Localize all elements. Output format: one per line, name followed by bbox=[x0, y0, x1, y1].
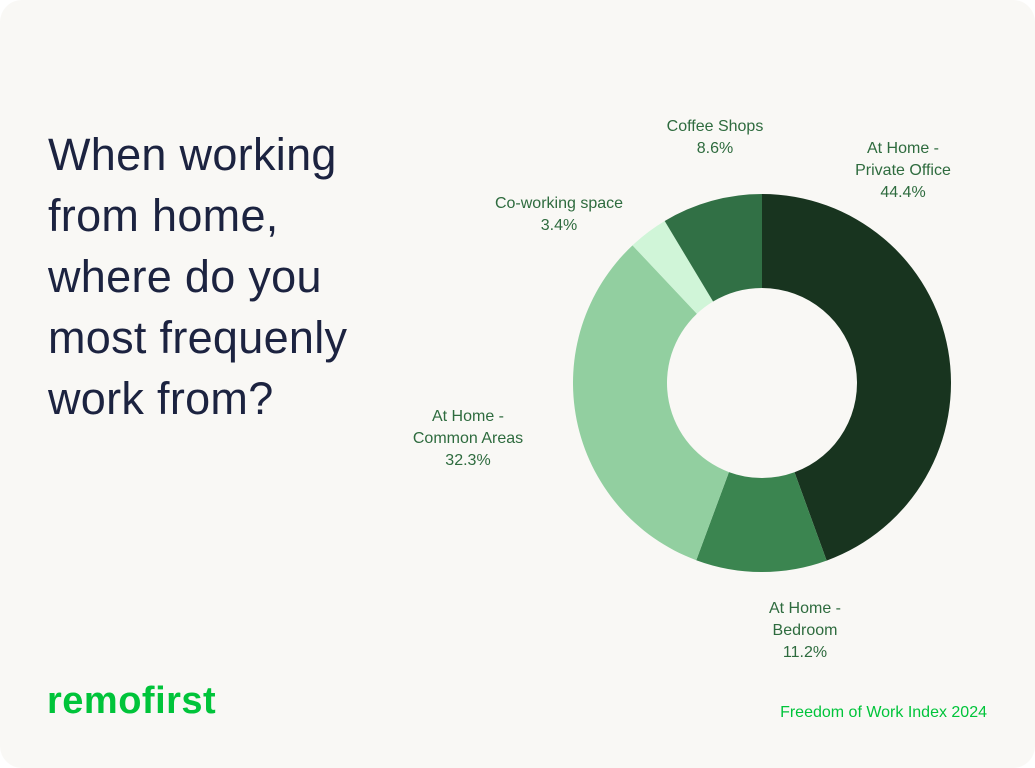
slice-label-text: Co-working space bbox=[494, 195, 624, 212]
donut-slice bbox=[696, 472, 827, 572]
donut-slice bbox=[762, 194, 951, 561]
slice-label-text: At Home - bbox=[866, 140, 939, 157]
slice-label-text: At Home - bbox=[768, 600, 842, 617]
slice-label-text: Common Areas bbox=[412, 430, 524, 447]
slice-label-text: Bedroom bbox=[772, 622, 838, 639]
slice-label: At Home - Private Office 44.4% bbox=[855, 138, 951, 204]
remofirst-logo: remofirst bbox=[47, 680, 217, 722]
slice-label: Coffee Shops 8.6% bbox=[667, 116, 764, 160]
slice-label-text: Coffee Shops bbox=[666, 118, 764, 135]
donut-slice bbox=[573, 245, 729, 561]
donut-slice bbox=[632, 220, 714, 314]
slice-label: Co-working space 3.4% bbox=[495, 193, 623, 237]
slice-label: At Home - Common Areas 32.3% bbox=[413, 406, 523, 472]
slice-value-label: 32.3% bbox=[445, 452, 491, 469]
slice-value-label: 44.4% bbox=[880, 184, 926, 201]
slice-label-text: Private Office bbox=[855, 162, 951, 179]
donut-slice bbox=[664, 194, 762, 302]
page-title: When working from home, where do you mos… bbox=[48, 129, 348, 424]
slice-value-label: 11.2% bbox=[782, 644, 828, 661]
slice-label: At Home - Bedroom 11.2% bbox=[769, 598, 841, 664]
footer-source: Freedom of Work Index 2024 bbox=[780, 704, 987, 721]
slice-value-label: 3.4% bbox=[540, 217, 578, 234]
slice-label-text: At Home - bbox=[431, 408, 505, 425]
slice-value-label: 8.6% bbox=[696, 140, 734, 157]
